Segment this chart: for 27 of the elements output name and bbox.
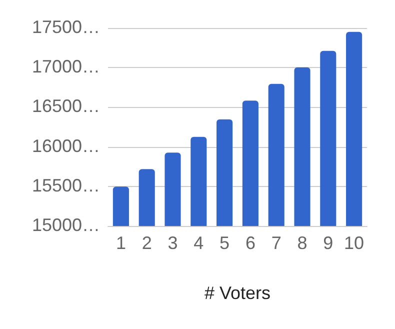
bar — [216, 119, 233, 226]
bar — [320, 50, 336, 226]
text: 16000… — [32, 136, 100, 156]
x-tick-label: 2 — [142, 233, 152, 253]
x-tick-label: 8 — [297, 233, 308, 253]
bar — [294, 67, 310, 226]
bar — [138, 169, 155, 226]
bar — [164, 152, 181, 226]
x-tick-label: 6 — [245, 233, 256, 253]
bar — [346, 32, 362, 226]
x-axis-title: # Voters — [204, 283, 271, 303]
x-tick-label: 4 — [194, 233, 204, 253]
x-tick-label: 10 — [344, 233, 364, 253]
text: 17500… — [32, 17, 100, 37]
text: 15500… — [32, 175, 100, 196]
bar — [242, 100, 258, 226]
x-tick-label: 3 — [168, 233, 178, 253]
text: 17000… — [32, 56, 100, 77]
bar — [112, 186, 129, 226]
x-tick-label: 7 — [271, 233, 282, 253]
bar — [190, 136, 207, 226]
x-tick-label: 5 — [220, 233, 230, 253]
x-tick-label: 1 — [116, 233, 126, 253]
text: 16500… — [32, 96, 100, 116]
bar — [268, 84, 284, 226]
text: 15000… — [32, 215, 100, 235]
x-tick-label: 9 — [323, 233, 334, 253]
